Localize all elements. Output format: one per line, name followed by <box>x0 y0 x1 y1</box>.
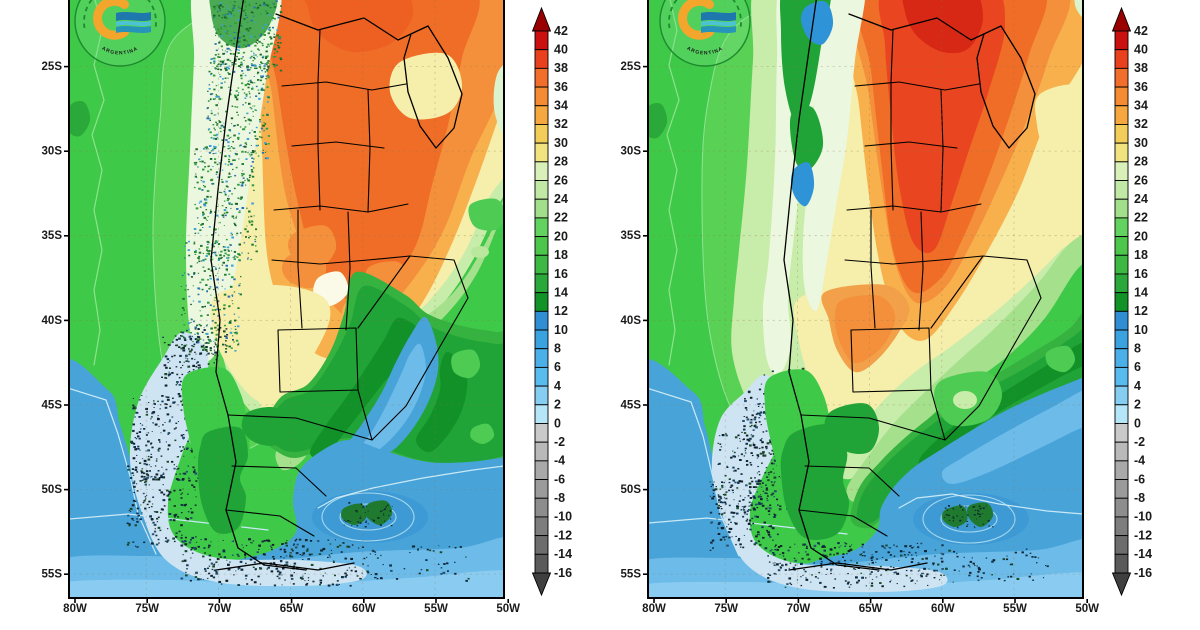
svg-text:4: 4 <box>1134 379 1141 393</box>
svg-text:38: 38 <box>1134 61 1148 75</box>
svg-text:18: 18 <box>554 248 568 262</box>
svg-text:-8: -8 <box>1134 491 1145 505</box>
svg-text:26: 26 <box>1134 173 1148 187</box>
svg-text:-16: -16 <box>1134 566 1152 580</box>
svg-text:12: 12 <box>554 304 568 318</box>
svg-text:75W: 75W <box>135 603 159 615</box>
svg-text:38: 38 <box>554 61 568 75</box>
svg-text:10: 10 <box>1134 323 1148 337</box>
svg-text:24: 24 <box>1134 192 1148 206</box>
svg-text:30: 30 <box>1134 136 1148 150</box>
svg-text:50W: 50W <box>1075 603 1099 615</box>
svg-text:6: 6 <box>1134 360 1141 374</box>
svg-text:-8: -8 <box>554 491 565 505</box>
svg-text:55W: 55W <box>424 603 448 615</box>
svg-text:14: 14 <box>554 286 568 300</box>
svg-text:36: 36 <box>554 80 568 94</box>
svg-text:25S: 25S <box>42 61 63 73</box>
svg-text:50S: 50S <box>42 484 63 496</box>
svg-text:6: 6 <box>554 360 561 374</box>
svg-text:14: 14 <box>1134 286 1148 300</box>
svg-text:55S: 55S <box>42 569 63 581</box>
svg-text:32: 32 <box>1134 117 1148 131</box>
svg-text:8: 8 <box>1134 342 1141 356</box>
svg-text:30S: 30S <box>42 146 63 158</box>
svg-text:70W: 70W <box>787 603 811 615</box>
svg-text:20: 20 <box>1134 229 1148 243</box>
svg-text:40: 40 <box>1134 43 1148 57</box>
svg-text:75W: 75W <box>714 603 738 615</box>
svg-text:-10: -10 <box>1134 510 1152 524</box>
svg-text:-6: -6 <box>1134 472 1145 486</box>
svg-text:30: 30 <box>554 136 568 150</box>
svg-text:80W: 80W <box>642 603 666 615</box>
svg-text:55S: 55S <box>621 569 642 581</box>
svg-text:26: 26 <box>554 173 568 187</box>
svg-text:24: 24 <box>554 192 568 206</box>
svg-text:22: 22 <box>554 211 568 225</box>
svg-text:60W: 60W <box>931 603 955 615</box>
svg-text:28: 28 <box>554 155 568 169</box>
svg-text:80W: 80W <box>63 603 87 615</box>
svg-text:34: 34 <box>1134 99 1148 113</box>
svg-text:28: 28 <box>1134 155 1148 169</box>
svg-text:40S: 40S <box>621 315 642 327</box>
svg-text:45S: 45S <box>42 399 63 411</box>
svg-text:-4: -4 <box>554 454 565 468</box>
svg-text:55W: 55W <box>1003 603 1027 615</box>
svg-text:22: 22 <box>1134 211 1148 225</box>
svg-text:10: 10 <box>554 323 568 337</box>
svg-text:16: 16 <box>554 267 568 281</box>
svg-text:-16: -16 <box>554 566 572 580</box>
svg-text:0: 0 <box>554 416 561 430</box>
svg-text:-10: -10 <box>554 510 572 524</box>
svg-text:60W: 60W <box>352 603 376 615</box>
svg-text:50S: 50S <box>621 484 642 496</box>
svg-text:25S: 25S <box>621 61 642 73</box>
svg-text:34: 34 <box>554 99 568 113</box>
svg-text:42: 42 <box>1134 24 1148 38</box>
svg-text:35S: 35S <box>621 230 642 242</box>
svg-text:-14: -14 <box>554 547 572 561</box>
svg-text:18: 18 <box>1134 248 1148 262</box>
svg-text:ARGENTINA: ARGENTINA <box>101 46 140 57</box>
svg-text:-2: -2 <box>1134 435 1145 449</box>
svg-text:65W: 65W <box>280 603 304 615</box>
svg-text:8: 8 <box>554 342 561 356</box>
svg-text:2: 2 <box>554 398 561 412</box>
svg-text:45S: 45S <box>621 399 642 411</box>
svg-text:ARGENTINA: ARGENTINA <box>686 46 725 57</box>
svg-text:65W: 65W <box>859 603 883 615</box>
svg-text:2: 2 <box>1134 398 1141 412</box>
svg-text:-12: -12 <box>1134 528 1152 542</box>
svg-text:20: 20 <box>554 229 568 243</box>
svg-text:70W: 70W <box>208 603 232 615</box>
svg-text:-2: -2 <box>554 435 565 449</box>
svg-text:16: 16 <box>1134 267 1148 281</box>
svg-text:12: 12 <box>1134 304 1148 318</box>
svg-text:-14: -14 <box>1134 547 1152 561</box>
svg-text:-12: -12 <box>554 528 572 542</box>
svg-text:36: 36 <box>1134 80 1148 94</box>
svg-text:30S: 30S <box>621 146 642 158</box>
svg-text:40S: 40S <box>42 315 63 327</box>
svg-text:40: 40 <box>554 43 568 57</box>
svg-text:-6: -6 <box>554 472 565 486</box>
svg-text:32: 32 <box>554 117 568 131</box>
svg-text:50W: 50W <box>496 603 520 615</box>
svg-text:4: 4 <box>554 379 561 393</box>
svg-text:35S: 35S <box>42 230 63 242</box>
svg-text:-4: -4 <box>1134 454 1145 468</box>
svg-text:0: 0 <box>1134 416 1141 430</box>
svg-text:42: 42 <box>554 24 568 38</box>
